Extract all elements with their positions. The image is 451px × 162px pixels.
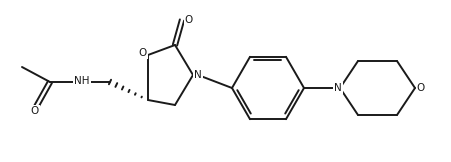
Text: O: O xyxy=(184,15,193,25)
Text: NH: NH xyxy=(74,76,90,86)
Text: O: O xyxy=(416,83,424,93)
Text: N: N xyxy=(333,83,341,93)
Text: N: N xyxy=(193,70,202,80)
Text: O: O xyxy=(31,106,39,116)
Text: O: O xyxy=(138,48,147,58)
